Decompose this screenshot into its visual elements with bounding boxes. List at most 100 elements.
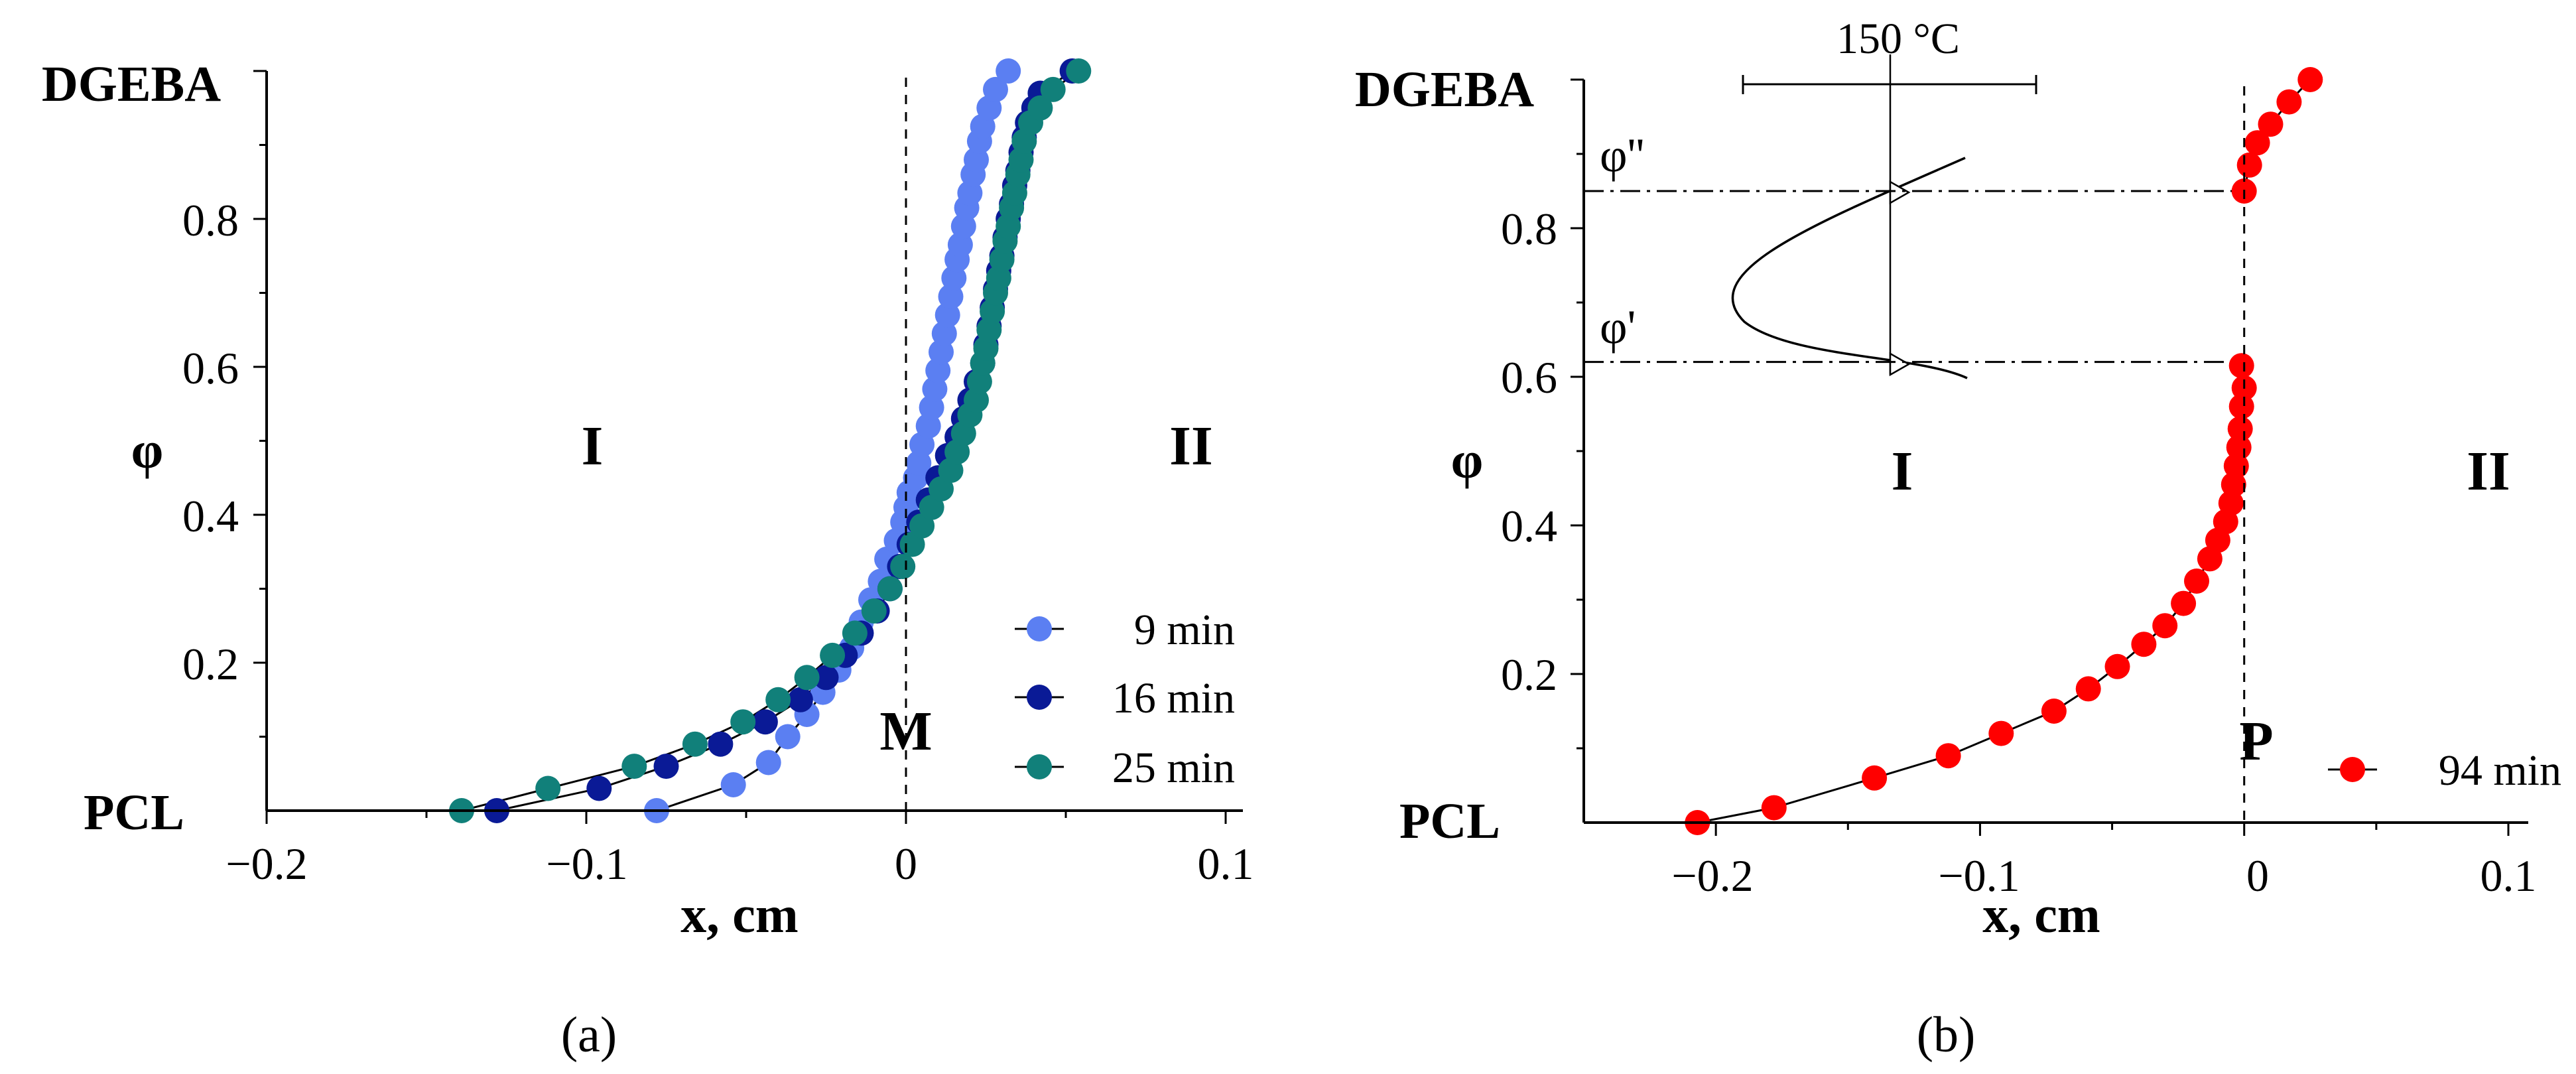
data-point	[813, 665, 839, 691]
panel-b-end-label-top: DGEBA	[1355, 62, 1534, 117]
inset-phi-double-prime-label: φ''	[1600, 129, 1645, 182]
panel-b-region-label-2: II	[2467, 440, 2510, 502]
inset-phi-prime-label: φ'	[1600, 301, 1636, 354]
data-point	[2223, 453, 2249, 479]
data-point	[1935, 743, 1961, 769]
panel-a-x-ticks	[265, 811, 1227, 824]
panel-b-x-ticks	[1714, 823, 2510, 836]
data-point	[2184, 569, 2209, 594]
panel-a: −0.2 −0.1 0 0.1 0.2 0.4 0.6 0.8 DGEBA PC…	[42, 56, 1254, 1063]
data-point	[929, 476, 954, 502]
panel-a-x-tick-label: −0.2	[225, 839, 307, 889]
panel-a-region-label-2: II	[1169, 415, 1212, 477]
data-point	[2171, 590, 2197, 616]
data-point	[682, 731, 708, 757]
legend-label: 94 min	[2439, 746, 2561, 795]
panel-b-end-label-bottom: PCL	[1399, 793, 1500, 849]
data-point	[1027, 95, 1053, 121]
data-point	[794, 665, 820, 691]
data-point	[586, 775, 612, 801]
panel-a-marker-label: M	[879, 701, 932, 762]
inset-arrow-phi-prime	[1889, 352, 1911, 377]
data-point	[1862, 765, 1888, 791]
data-point	[2041, 699, 2067, 724]
legend-label: 16 min	[1112, 674, 1235, 722]
panel-b: 150 °C φ'' φ' −0.2 −0.1 0 0.1 0.2 0.4 0.…	[1355, 15, 2561, 1063]
panel-a-x-tick-label: 0	[895, 839, 917, 889]
panel-a-x-tick-label: −0.1	[546, 839, 627, 889]
legend-item: 9 min	[1015, 606, 1235, 654]
data-point	[787, 687, 813, 712]
data-point	[2276, 89, 2302, 115]
data-point	[919, 494, 944, 520]
panel-a-y-tick-label: 0.2	[182, 639, 239, 689]
legend-item: 16 min	[1015, 674, 1235, 722]
legend-marker	[1027, 754, 1052, 779]
panel-a-y-tick-label: 0.6	[182, 343, 239, 393]
inset-temperature-label: 150 °C	[1836, 15, 1960, 63]
data-point	[2131, 632, 2157, 657]
panel-b-marker-label: P	[2239, 710, 2273, 772]
data-point	[720, 772, 746, 797]
data-point	[820, 642, 846, 668]
data-point	[2228, 353, 2254, 379]
panel-a-y-ticks	[253, 70, 267, 738]
data-point	[1988, 720, 2014, 746]
data-point	[877, 576, 903, 602]
legend-marker	[1027, 685, 1052, 710]
legend-marker	[2340, 757, 2365, 782]
data-point	[621, 754, 647, 779]
data-point	[2221, 472, 2246, 498]
panel-a-y-tick-label: 0.8	[182, 195, 239, 245]
panel-b-x-tick-label: −0.2	[1671, 850, 1753, 901]
series-line	[1697, 366, 2246, 824]
data-point	[890, 554, 916, 579]
data-point	[2258, 111, 2284, 137]
panel-b-x-axis-label: x, cm	[1982, 886, 2100, 943]
panel-b-inset: 150 °C φ'' φ'	[1584, 15, 2244, 379]
data-point	[2075, 676, 2101, 702]
legend-label: 9 min	[1134, 606, 1235, 654]
data-point	[775, 724, 801, 750]
panel-a-end-label-bottom: PCL	[84, 785, 184, 840]
data-point	[2236, 152, 2262, 178]
data-point	[2227, 416, 2253, 442]
panel-b-legend: 94 min	[2328, 746, 2561, 795]
data-point	[1066, 58, 1092, 84]
data-point	[2152, 613, 2178, 639]
legend-item: 94 min	[2328, 746, 2561, 795]
data-point	[1040, 76, 1066, 102]
data-point	[2228, 393, 2254, 419]
panel-a-y-axis-label: φ	[131, 421, 164, 479]
panel-b-y-tick-label: 0.6	[1501, 352, 1557, 403]
legend-label: 25 min	[1112, 744, 1235, 792]
panel-b-x-tick-label: 0.1	[2480, 850, 2537, 901]
data-point	[2244, 130, 2270, 156]
legend-item: 25 min	[1015, 744, 1235, 792]
data-point	[653, 754, 679, 779]
panel-b-points	[1685, 67, 2323, 835]
panel-b-y-axis-label: φ	[1451, 431, 1484, 489]
panel-b-x-tick-label: −0.1	[1938, 850, 2020, 901]
panel-b-y-ticks	[1571, 78, 1584, 750]
panel-a-region-label-1: I	[582, 415, 604, 477]
panel-b-region-label-1: I	[1892, 440, 1913, 502]
panel-b-y-tick-label: 0.2	[1501, 649, 1557, 700]
panel-b-caption: (b)	[1917, 1007, 1976, 1063]
panel-b-y-tick-label: 0.4	[1501, 501, 1557, 551]
data-point	[730, 709, 756, 735]
panel-a-legend: 9 min 16 min 25 min	[1015, 606, 1235, 792]
legend-marker	[1027, 616, 1052, 641]
data-point	[842, 620, 868, 646]
data-point	[1761, 795, 1787, 821]
panel-a-y-tick-label: 0.4	[182, 491, 239, 541]
panel-a-caption: (a)	[561, 1007, 617, 1063]
data-point	[535, 775, 561, 801]
data-point	[708, 731, 734, 757]
panel-a-x-tick-label: 0.1	[1198, 839, 1254, 889]
data-point	[861, 598, 887, 624]
panel-a-end-label-top: DGEBA	[42, 56, 221, 112]
data-point	[2297, 67, 2323, 92]
panel-a-points	[449, 58, 1092, 823]
inset-arrow-phi-double-prime	[1889, 180, 1911, 205]
